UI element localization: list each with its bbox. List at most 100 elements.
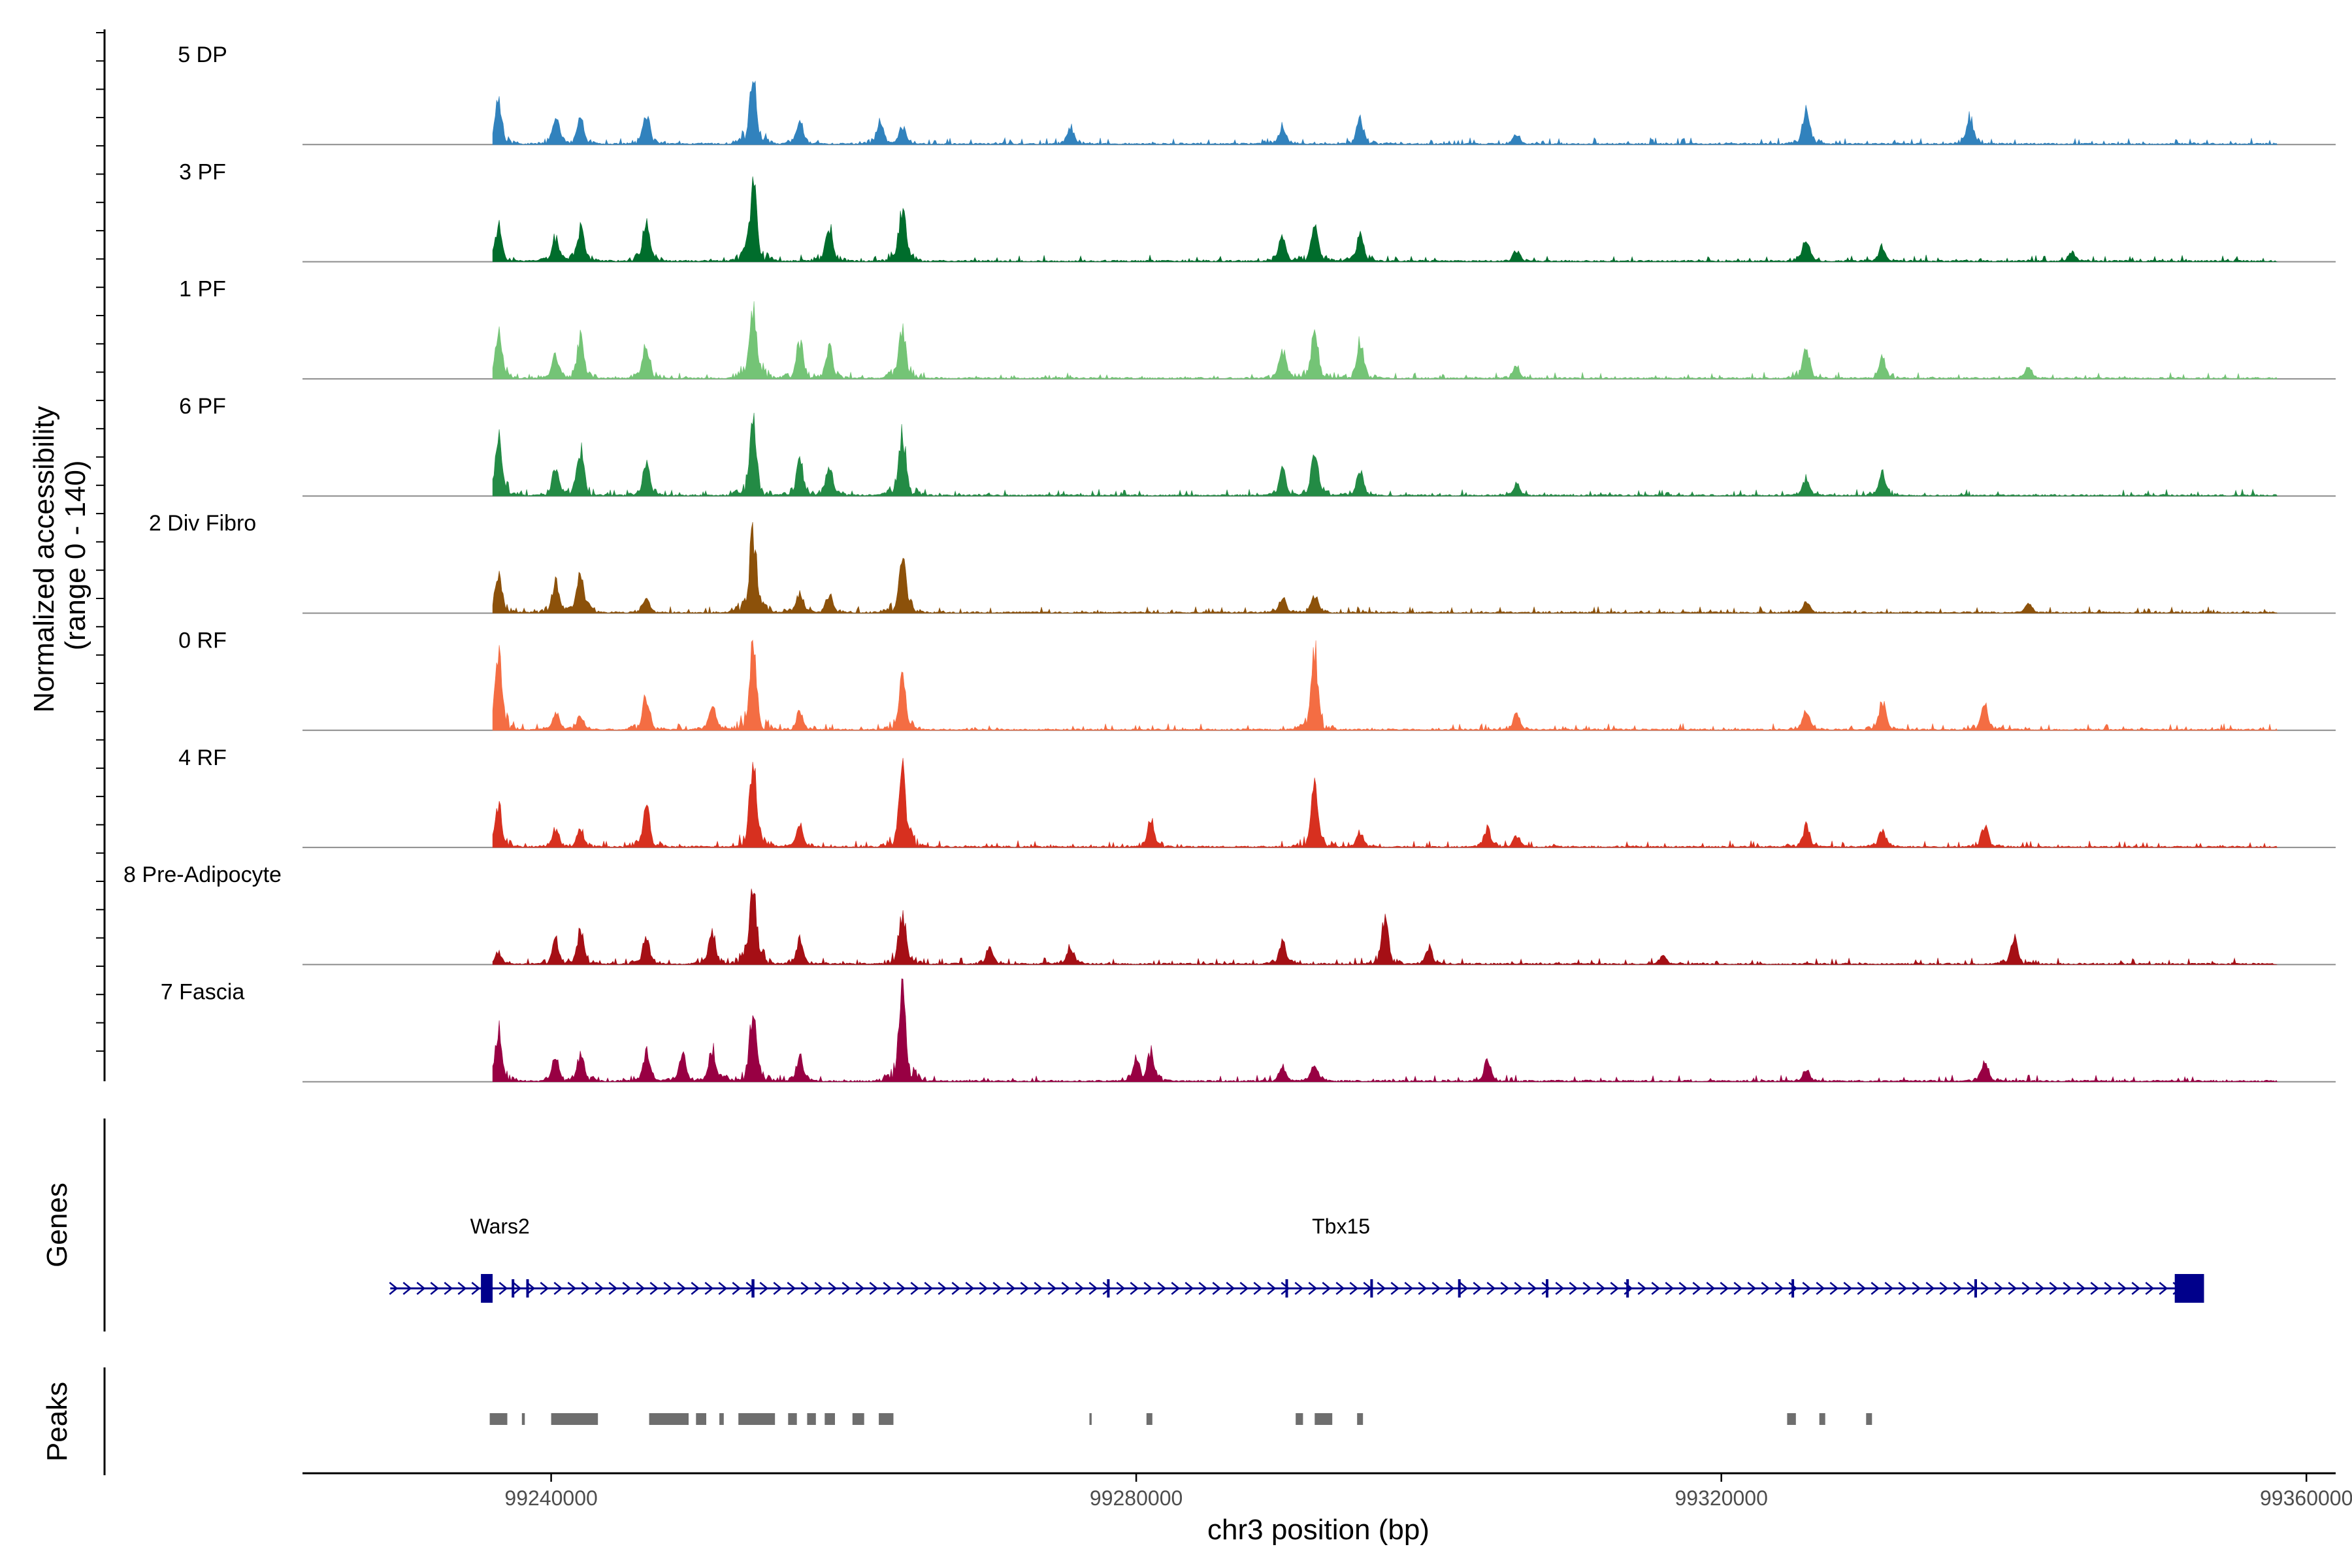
peak-box: [1315, 1413, 1333, 1425]
strand-arrow: [1445, 1282, 1455, 1295]
track-8-pre-adipocyte: 8 Pre-Adipocyte: [123, 862, 2336, 966]
gene-label-tbx15: Tbx15: [1312, 1215, 1370, 1238]
strand-arrow: [1404, 1282, 1414, 1295]
strand-arrow: [1075, 1282, 1085, 1295]
exon: [1626, 1279, 1629, 1298]
track-label: 6 PF: [179, 394, 226, 419]
strand-arrow: [2008, 1282, 2017, 1295]
strand-arrow: [1184, 1282, 1194, 1295]
strand-arrow: [951, 1282, 961, 1295]
strand-arrow: [1939, 1282, 1949, 1295]
strand-arrow: [1198, 1282, 1208, 1295]
strand-arrow: [1541, 1282, 1551, 1295]
strand-arrow: [1308, 1282, 1318, 1295]
x-tick-label: 99320000: [1675, 1486, 1768, 1510]
strand-arrow: [828, 1282, 838, 1295]
strand-arrow: [1980, 1282, 1990, 1295]
x-tick-label: 99280000: [1090, 1486, 1183, 1510]
peak-box: [1866, 1413, 1872, 1425]
peak-box: [852, 1413, 864, 1425]
strand-arrow: [430, 1282, 440, 1295]
track-4-rf: 4 RF: [178, 745, 2336, 849]
peak-box: [1089, 1413, 1092, 1425]
strand-arrow: [2145, 1282, 2155, 1295]
x-axis-ticks: 99240000 99280000 99320000 99360000: [504, 1473, 2352, 1510]
strand-arrow: [787, 1282, 796, 1295]
strand-arrow: [636, 1282, 645, 1295]
strand-arrow: [2131, 1282, 2141, 1295]
genes-y-axis-title: Genes: [41, 1183, 73, 1267]
track-5-dp: 5 DP: [178, 42, 2336, 146]
strand-arrow: [1020, 1282, 1030, 1295]
strand-arrow: [622, 1282, 632, 1295]
strand-arrow: [1925, 1282, 1935, 1295]
strand-arrow: [1281, 1282, 1290, 1295]
track-0-rf: 0 RF: [178, 629, 2336, 731]
strand-arrow: [2159, 1282, 2168, 1295]
peak-box: [649, 1413, 689, 1425]
strand-arrow: [1212, 1282, 1222, 1295]
exon: [1546, 1279, 1548, 1298]
track-label: 8 Pre-Adipocyte: [123, 862, 282, 887]
peaks-y-axis-title: Peaks: [41, 1382, 73, 1462]
strand-arrow: [581, 1282, 591, 1295]
peak-box: [825, 1413, 835, 1425]
track-label: 4 RF: [178, 745, 227, 770]
exon: [1370, 1279, 1373, 1298]
strand-arrow: [855, 1282, 865, 1295]
strand-arrow: [1294, 1282, 1304, 1295]
x-tick-label: 99240000: [504, 1486, 597, 1510]
strand-arrow: [1349, 1282, 1359, 1295]
strand-arrow: [814, 1282, 824, 1295]
exon: [1791, 1279, 1795, 1298]
strand-arrow: [1253, 1282, 1263, 1295]
strand-arrow: [1651, 1282, 1661, 1295]
coverage-area: [492, 758, 2278, 848]
strand-arrow: [1569, 1282, 1578, 1295]
strand-arrow: [498, 1282, 508, 1295]
strand-arrow: [869, 1282, 879, 1295]
track-1-pf: 1 PF: [179, 277, 2336, 380]
strand-arrow: [1377, 1282, 1386, 1295]
peak-box: [1819, 1413, 1825, 1425]
strand-arrow: [1102, 1282, 1112, 1295]
strand-arrow: [1322, 1282, 1331, 1295]
strand-arrow: [1747, 1282, 1757, 1295]
strand-arrow: [883, 1282, 892, 1295]
strand-arrow: [471, 1282, 481, 1295]
strand-arrow: [526, 1282, 536, 1295]
track-7-fascia: 7 Fascia: [161, 978, 2336, 1083]
strand-arrow: [732, 1282, 742, 1295]
coverage-area: [492, 176, 2278, 263]
strand-arrow: [1335, 1282, 1345, 1295]
coverage-y-axis-title: Normalized accessibility (range 0 - 140): [28, 398, 91, 713]
track-3-pf: 3 PF: [179, 159, 2336, 263]
strand-arrow: [1678, 1282, 1688, 1295]
peak-box: [696, 1413, 706, 1425]
strand-arrow: [1610, 1282, 1620, 1295]
track-label: 2 Div Fibro: [149, 511, 256, 536]
strand-arrow: [663, 1282, 673, 1295]
peak-box: [1146, 1413, 1152, 1425]
strand-arrow: [1226, 1282, 1235, 1295]
strand-arrow: [1720, 1282, 1729, 1295]
strand-arrow: [718, 1282, 728, 1295]
track-label: 0 RF: [178, 629, 227, 653]
strand-arrow: [800, 1282, 810, 1295]
strand-arrow: [2117, 1282, 2127, 1295]
strand-arrow: [1596, 1282, 1606, 1295]
track-6-pf: 6 PF: [179, 394, 2336, 497]
strand-arrow: [1239, 1282, 1249, 1295]
strand-arrow: [841, 1282, 851, 1295]
strand-arrow: [2021, 1282, 2031, 1295]
strand-arrow: [444, 1282, 453, 1295]
strand-arrow: [1527, 1282, 1537, 1295]
peak-box: [1787, 1413, 1796, 1425]
strand-arrow: [1514, 1282, 1524, 1295]
peak-box: [489, 1413, 508, 1425]
exon: [751, 1279, 755, 1298]
strand-arrow: [1953, 1282, 1963, 1295]
exon: [1458, 1279, 1461, 1298]
coverage-tracks: 5 DP 3 PF 1 PF 6 PF 2 Div Fibro 0 RF 4 RF 8 Pre…: [123, 42, 2336, 1083]
